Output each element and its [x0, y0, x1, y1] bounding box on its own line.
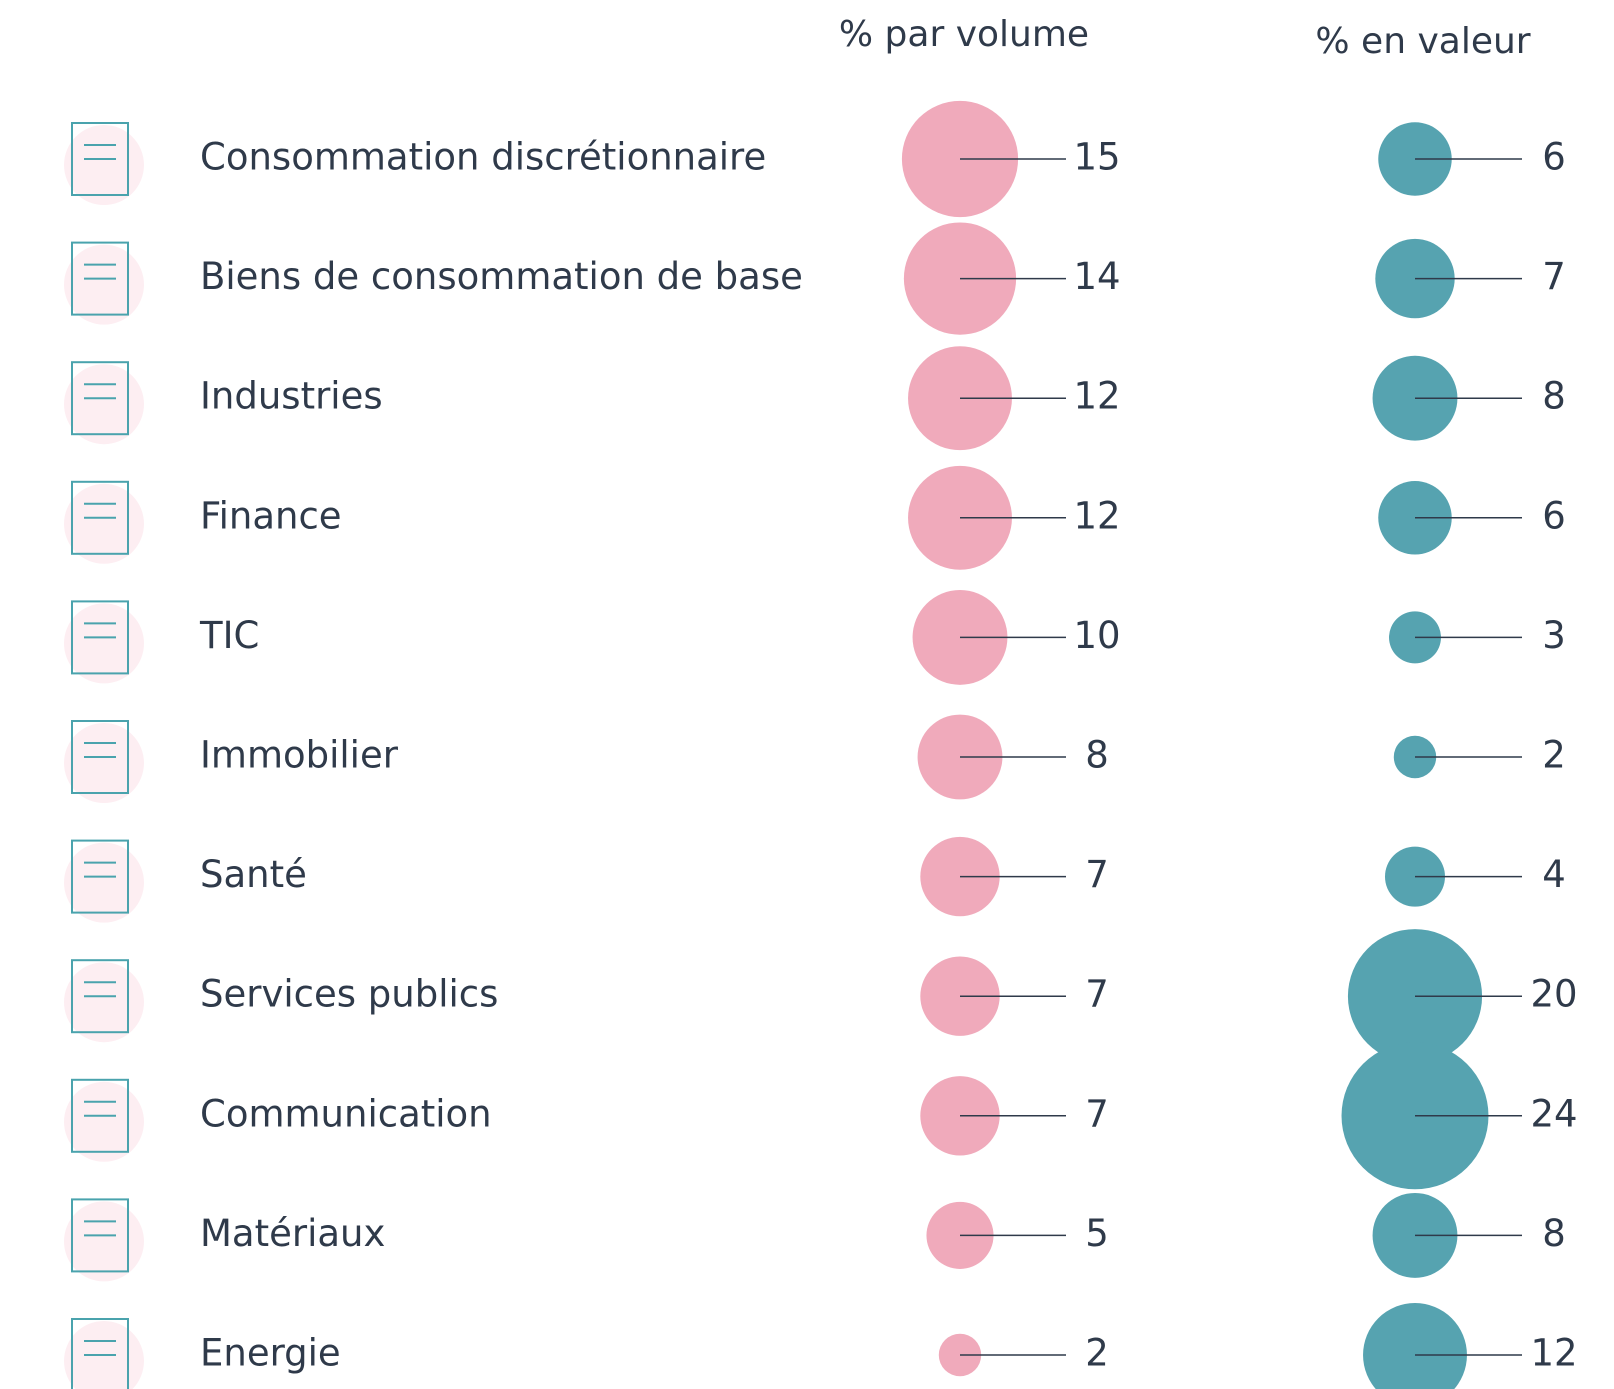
category-label: Finance [200, 494, 342, 537]
icon-shape [71, 241, 129, 316]
column-header: % par volume [839, 14, 1089, 55]
value-label: 12 [1073, 494, 1120, 537]
icon-shape [71, 720, 129, 794]
icon-shape [71, 1198, 129, 1273]
icon-shape [71, 1318, 129, 1389]
category-label: Industries [200, 375, 383, 418]
icon-background [64, 723, 144, 803]
value-label: 3 [1542, 614, 1566, 657]
value-label: 15 [1073, 136, 1120, 179]
icon-background [64, 1081, 144, 1162]
value-label: 8 [1542, 375, 1566, 418]
icon-background [64, 364, 144, 445]
category-icon [64, 600, 144, 684]
category-icon [64, 1078, 144, 1162]
value-label: 24 [1530, 1092, 1577, 1135]
value-label: 14 [1073, 255, 1120, 298]
category-label: Immobilier [200, 734, 399, 777]
category-icon [64, 361, 144, 445]
icon-background [64, 483, 144, 564]
column-header: % en valeur [1315, 21, 1530, 62]
value-label: 5 [1085, 1212, 1109, 1255]
value-label: 12 [1530, 1332, 1577, 1375]
category-icon [64, 241, 144, 325]
category-icon [64, 959, 144, 1043]
icon-background [64, 1201, 144, 1282]
value-label: 10 [1073, 614, 1120, 657]
icon-background [64, 962, 144, 1043]
value-label: 2 [1542, 734, 1566, 777]
icon-shape [71, 1078, 129, 1153]
value-label: 7 [1085, 1092, 1109, 1135]
value-label: 20 [1530, 973, 1577, 1016]
category-icon [64, 1198, 144, 1282]
bubble [1363, 1303, 1467, 1389]
category-label: Santé [200, 853, 307, 896]
icon-background [64, 603, 144, 684]
value-label: 8 [1542, 1212, 1566, 1255]
value-label: 6 [1542, 494, 1566, 537]
category-icon [64, 122, 144, 205]
category-icon [64, 839, 144, 923]
category-label: Matériaux [200, 1212, 385, 1255]
value-label: 4 [1542, 853, 1566, 896]
category-icon [64, 1318, 144, 1389]
value-label: 12 [1073, 375, 1120, 418]
category-label: Services publics [200, 973, 498, 1016]
value-label: 2 [1085, 1332, 1109, 1375]
value-label: 7 [1085, 853, 1109, 896]
icon-shape [71, 480, 129, 555]
icon-shape [71, 361, 129, 436]
value-label: 7 [1542, 255, 1566, 298]
category-icon [64, 720, 144, 803]
category-icon [64, 480, 144, 564]
category-label: Biens de consommation de base [200, 255, 803, 298]
category-label: TIC [199, 614, 259, 657]
category-label: Consommation discrétionnaire [200, 136, 766, 179]
value-label: 7 [1085, 973, 1109, 1016]
category-label: Communication [200, 1092, 492, 1135]
icon-background [64, 842, 144, 923]
icon-shape [71, 600, 129, 675]
icon-background [64, 244, 144, 325]
icon-background [64, 125, 144, 205]
icon-shape [71, 839, 129, 914]
icon-shape [71, 122, 129, 196]
icon-shape [71, 959, 129, 1034]
category-label: Energie [200, 1332, 341, 1375]
value-label: 6 [1542, 136, 1566, 179]
value-label: 8 [1085, 734, 1109, 777]
